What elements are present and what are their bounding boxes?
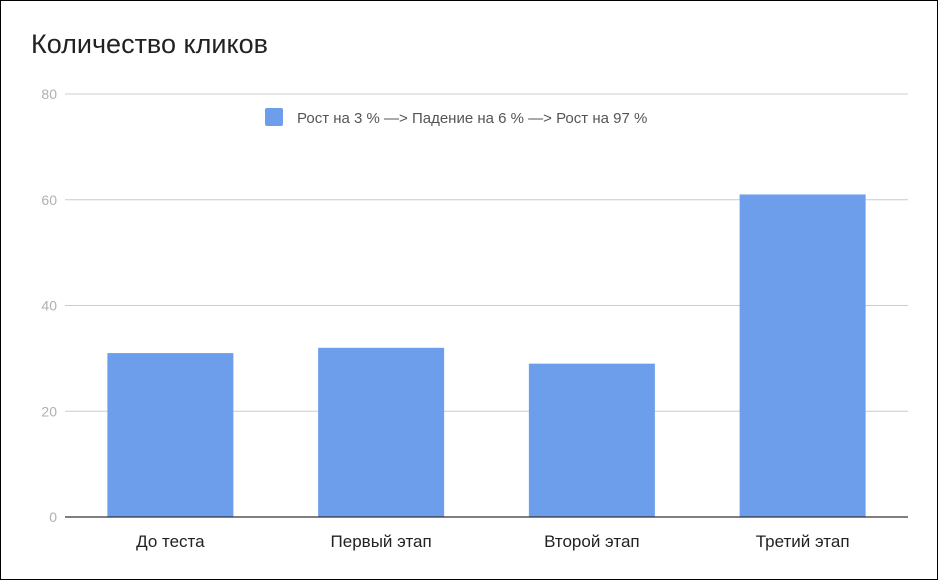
x-tick-label: Первый этап bbox=[331, 532, 432, 551]
legend-label: Рост на 3 % —> Падение на 6 % —> Рост на… bbox=[297, 110, 647, 127]
y-tick-label: 60 bbox=[41, 192, 57, 208]
chart-title: Количество кликов bbox=[31, 29, 268, 59]
bar bbox=[528, 363, 655, 517]
bar bbox=[318, 347, 445, 517]
x-tick-label: Второй этап bbox=[544, 532, 640, 551]
y-tick-label: 20 bbox=[41, 403, 57, 419]
y-tick-label: 40 bbox=[41, 298, 57, 314]
bar bbox=[739, 194, 866, 517]
y-tick-label: 0 bbox=[49, 509, 57, 525]
bar bbox=[107, 353, 234, 517]
x-tick-label: До теста bbox=[136, 532, 205, 551]
x-tick-label: Третий этап bbox=[756, 532, 850, 551]
y-tick-label: 80 bbox=[41, 86, 57, 102]
legend-swatch bbox=[265, 108, 283, 126]
